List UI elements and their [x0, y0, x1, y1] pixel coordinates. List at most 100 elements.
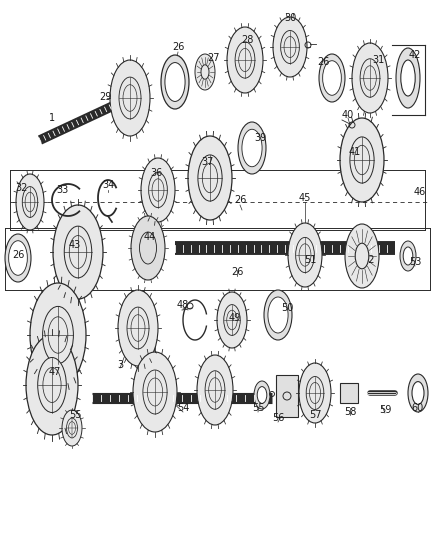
Ellipse shape — [43, 367, 61, 402]
Text: 44: 44 — [144, 232, 156, 242]
Ellipse shape — [340, 118, 384, 202]
Ellipse shape — [131, 216, 165, 280]
Ellipse shape — [110, 60, 150, 136]
Text: 50: 50 — [281, 303, 293, 313]
Ellipse shape — [198, 155, 222, 201]
Ellipse shape — [62, 410, 82, 446]
Ellipse shape — [67, 418, 78, 438]
Ellipse shape — [288, 223, 322, 287]
Text: 41: 41 — [349, 147, 361, 157]
Text: 57: 57 — [309, 410, 321, 420]
Text: 31: 31 — [372, 55, 384, 65]
Text: 58: 58 — [344, 407, 356, 417]
Ellipse shape — [152, 179, 164, 201]
Ellipse shape — [205, 371, 225, 409]
Text: 49: 49 — [229, 313, 241, 323]
Text: 45: 45 — [299, 193, 311, 203]
Ellipse shape — [227, 27, 263, 93]
Text: 55: 55 — [69, 410, 81, 420]
Ellipse shape — [227, 310, 237, 330]
Ellipse shape — [48, 317, 68, 353]
Text: 26: 26 — [317, 57, 329, 67]
Ellipse shape — [9, 241, 27, 275]
Ellipse shape — [161, 55, 189, 109]
Ellipse shape — [254, 381, 270, 409]
Text: 59: 59 — [379, 405, 391, 415]
Ellipse shape — [123, 85, 137, 111]
Ellipse shape — [118, 290, 158, 366]
Text: 32: 32 — [16, 183, 28, 193]
Text: 26: 26 — [234, 195, 246, 205]
Ellipse shape — [396, 48, 420, 108]
Ellipse shape — [412, 382, 424, 405]
Text: 53: 53 — [409, 257, 421, 267]
Ellipse shape — [238, 122, 266, 174]
Ellipse shape — [323, 61, 341, 95]
Ellipse shape — [202, 163, 218, 193]
Ellipse shape — [360, 59, 380, 97]
Ellipse shape — [141, 158, 175, 222]
Ellipse shape — [165, 62, 185, 101]
Ellipse shape — [299, 244, 311, 266]
Ellipse shape — [364, 66, 376, 90]
Ellipse shape — [401, 60, 415, 96]
Ellipse shape — [201, 65, 209, 79]
Ellipse shape — [217, 292, 247, 348]
Text: 27: 27 — [207, 53, 219, 63]
Text: 39: 39 — [254, 133, 266, 143]
Ellipse shape — [352, 43, 388, 113]
Ellipse shape — [25, 192, 35, 212]
Ellipse shape — [268, 297, 288, 333]
Ellipse shape — [22, 187, 38, 217]
Ellipse shape — [273, 17, 307, 77]
Ellipse shape — [408, 374, 428, 412]
Ellipse shape — [354, 146, 370, 175]
Text: 28: 28 — [241, 35, 253, 45]
Ellipse shape — [127, 307, 149, 349]
Ellipse shape — [281, 30, 299, 63]
Text: 1: 1 — [49, 113, 55, 123]
Text: 56: 56 — [272, 413, 284, 423]
Ellipse shape — [64, 226, 92, 278]
Ellipse shape — [143, 370, 167, 414]
Text: 34: 34 — [102, 180, 114, 190]
Bar — [340, 383, 358, 403]
Text: 48: 48 — [177, 300, 189, 310]
Ellipse shape — [296, 237, 314, 272]
Ellipse shape — [264, 290, 292, 340]
Ellipse shape — [284, 36, 296, 58]
Text: 43: 43 — [69, 240, 81, 250]
Text: 29: 29 — [99, 92, 111, 102]
Ellipse shape — [257, 386, 267, 403]
Text: 26: 26 — [172, 42, 184, 52]
Ellipse shape — [400, 241, 416, 271]
Ellipse shape — [239, 49, 251, 71]
Text: 36: 36 — [150, 168, 162, 178]
Ellipse shape — [355, 243, 369, 269]
Text: 40: 40 — [342, 110, 354, 120]
Ellipse shape — [147, 378, 162, 406]
Ellipse shape — [188, 136, 232, 220]
Ellipse shape — [53, 205, 103, 299]
Text: 30: 30 — [284, 13, 296, 23]
Ellipse shape — [16, 174, 44, 230]
Ellipse shape — [38, 358, 66, 413]
Ellipse shape — [306, 376, 324, 409]
Ellipse shape — [119, 77, 141, 119]
Ellipse shape — [345, 224, 379, 288]
Ellipse shape — [403, 247, 413, 265]
Ellipse shape — [235, 42, 255, 78]
Ellipse shape — [131, 314, 145, 341]
Text: 3: 3 — [117, 360, 123, 370]
Text: 33: 33 — [56, 185, 68, 195]
Ellipse shape — [5, 234, 31, 282]
Ellipse shape — [319, 54, 345, 102]
Text: 55: 55 — [252, 403, 264, 413]
Text: 26: 26 — [12, 250, 24, 260]
Ellipse shape — [309, 383, 321, 403]
Ellipse shape — [197, 355, 233, 425]
Text: 54: 54 — [177, 403, 189, 413]
Ellipse shape — [242, 130, 262, 167]
Text: 60: 60 — [412, 403, 424, 413]
Ellipse shape — [26, 335, 78, 435]
